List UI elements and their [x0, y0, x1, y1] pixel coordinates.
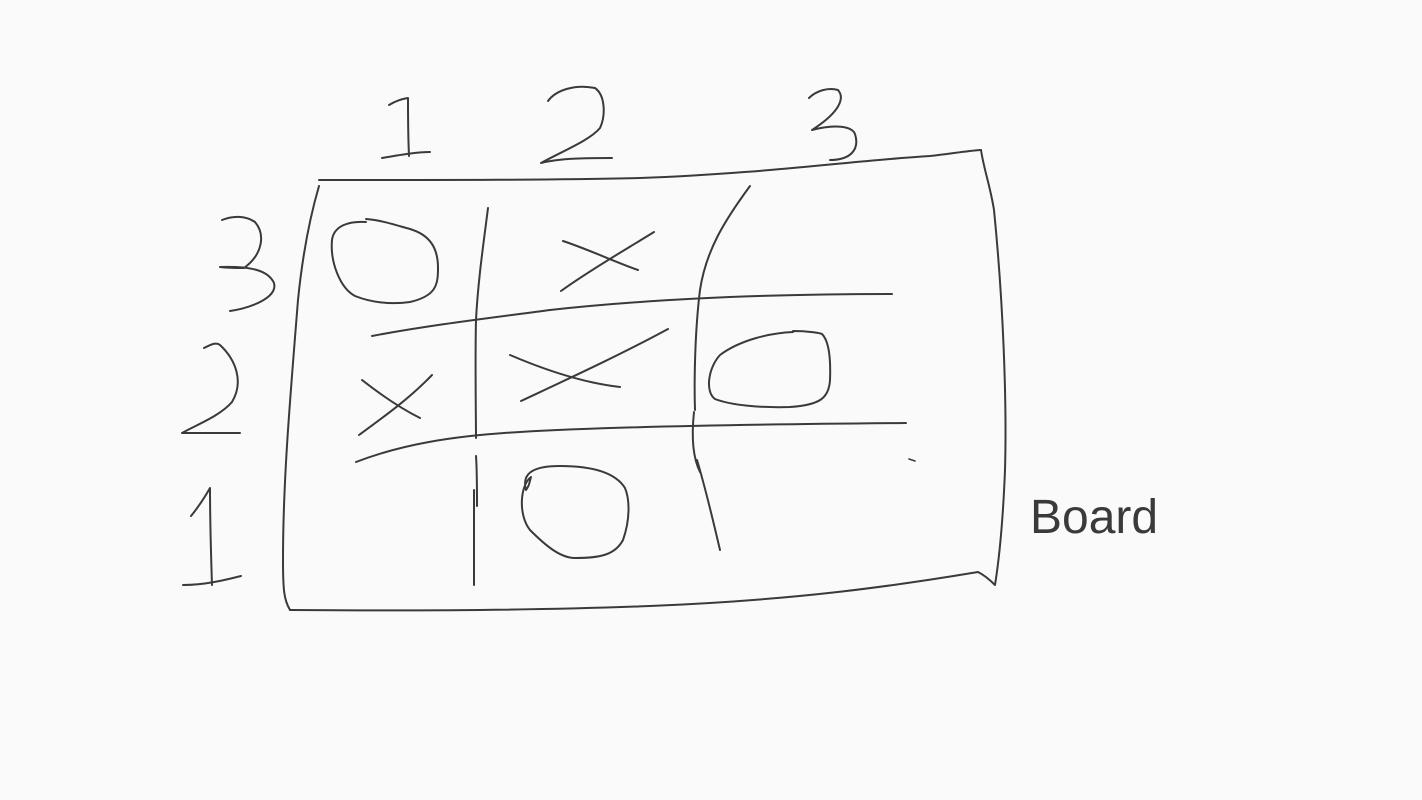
row-label-3: [219, 215, 276, 312]
mark-x-r2c2-a: [509, 354, 621, 388]
mark-x-r2c1-b: [358, 374, 433, 436]
mark-o-r1c2: [520, 465, 630, 559]
mark-x-r3c2-b: [560, 231, 655, 292]
mark-o-r2c3: [708, 330, 832, 409]
grid-vertical-1-lower: [475, 455, 478, 507]
grid-lines: [355, 185, 916, 586]
board-label: Board: [1030, 491, 1159, 544]
grid-vertical-1: [474, 207, 489, 439]
column-labels: [381, 85, 858, 164]
column-label-2: [540, 85, 613, 164]
mark-x-r2c1-a: [361, 379, 421, 419]
grid-vertical-2: [693, 185, 751, 411]
row-labels: [181, 215, 276, 586]
stray-mark: [908, 458, 916, 462]
row-label-1: [182, 487, 242, 586]
column-label-1: [381, 97, 431, 159]
board-outline: [282, 149, 1007, 612]
grid-horizontal-1: [371, 293, 893, 337]
mark-x-r2c2-b: [520, 328, 669, 402]
grid-vertical-2-bottom: [696, 459, 721, 551]
mark-x-r3c2-a: [562, 240, 639, 271]
column-label-3: [808, 88, 858, 161]
row-label-2: [181, 342, 241, 435]
board-marks: [330, 218, 832, 559]
grid-horizontal-2: [355, 422, 907, 463]
mark-o-r3c1: [330, 218, 439, 305]
